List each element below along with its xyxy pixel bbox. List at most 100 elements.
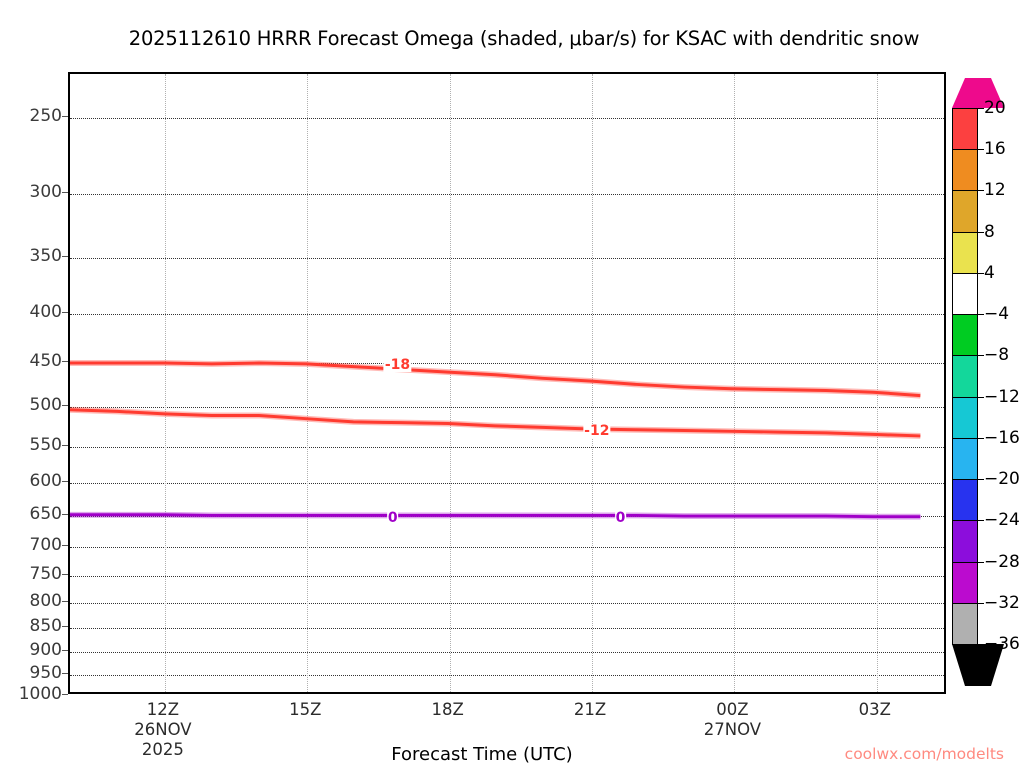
- x-axis-tick-group: 00Z 27NOV: [704, 700, 761, 740]
- colorbar-tick-label: −28: [984, 551, 1020, 572]
- gridline-vertical: [164, 74, 166, 692]
- colorbar-tick-label: −8: [984, 345, 1010, 366]
- colorbar-tick: [978, 108, 984, 109]
- y-axis-tick-label: 700: [29, 535, 62, 556]
- colorbar-bottom-arrow: [952, 644, 1004, 686]
- colorbar-tick: [978, 644, 984, 645]
- y-axis-tick: [62, 672, 68, 674]
- x-axis-tick-group: 15Z: [289, 700, 321, 720]
- y-axis-tick: [62, 256, 68, 258]
- colorbar-tick-label: −36: [984, 634, 1020, 654]
- y-axis-tick-label: 500: [29, 394, 62, 415]
- colorbar-tick-label: 16: [984, 139, 1006, 160]
- colorbar-cell: [952, 190, 978, 234]
- gridline-horizontal: [70, 313, 944, 315]
- colorbar-tick-label: −24: [984, 510, 1020, 531]
- gridline-horizontal: [70, 652, 944, 654]
- contour-label: -18: [383, 356, 412, 373]
- colorbar-tick: [978, 602, 984, 604]
- contour-line: [70, 361, 921, 398]
- x-axis-year-label: 2025: [141, 740, 184, 759]
- gridline-vertical: [449, 74, 451, 692]
- colorbar-tick-label: −32: [984, 592, 1020, 613]
- colorbar-tick: [978, 314, 984, 316]
- colorbar-tick-label: −16: [984, 427, 1020, 448]
- y-axis-tick: [62, 545, 68, 547]
- contour-label: 0: [386, 509, 399, 526]
- colorbar-cell: [952, 561, 978, 605]
- y-axis-tick: [62, 311, 68, 313]
- chart-title-line1: 2025112610 HRRR Forecast Omega (shaded, …: [128, 27, 920, 50]
- colorbar-cell: [952, 396, 978, 440]
- y-axis-tick-label: 900: [29, 640, 62, 661]
- x-axis-title: Forecast Time (UTC): [0, 744, 1024, 765]
- contour-layer: [70, 360, 921, 520]
- gridline-horizontal: [70, 193, 944, 195]
- y-axis-tick: [62, 444, 68, 446]
- y-axis-tick: [62, 626, 68, 628]
- plot-area: -18 -12 0 0: [68, 72, 946, 694]
- y-axis-tick: [62, 404, 68, 406]
- gridline-horizontal: [70, 482, 944, 484]
- colorbar: 20 16 12 8 4 −4 −8 −12 −16 −20 −24 −28 −32 −36: [952, 78, 1020, 686]
- gridline-horizontal: [70, 258, 944, 260]
- y-axis-tick: [62, 361, 68, 363]
- gridline-vertical: [876, 74, 878, 692]
- x-axis-tick-label: 03Z: [858, 700, 891, 719]
- gridline-vertical: [592, 74, 594, 692]
- colorbar-top-arrow: [952, 78, 1004, 108]
- x-axis-tick-label: 00Z: [716, 700, 749, 719]
- y-axis-tick: [62, 650, 68, 652]
- colorbar-tick: [978, 479, 984, 481]
- y-axis-tick-label: 300: [29, 181, 62, 202]
- colorbar-tick-label: −12: [984, 386, 1020, 407]
- colorbar-tick-label: 12: [984, 180, 1006, 201]
- gridline-horizontal: [70, 406, 944, 408]
- colorbar-tick: [978, 149, 984, 151]
- colorbar-cell: [952, 602, 978, 646]
- y-axis-tick: [62, 694, 68, 695]
- colorbar-cell: [952, 272, 978, 316]
- colorbar-cell: [952, 231, 978, 275]
- y-axis-tick: [62, 115, 68, 117]
- x-axis-date-label: 26NOV: [134, 720, 192, 739]
- colorbar-tick: [978, 437, 984, 439]
- x-axis-tick-group: 21Z: [574, 700, 606, 720]
- gridline-vertical: [734, 74, 736, 692]
- colorbar-cell: [952, 149, 978, 192]
- x-axis-title-label: Forecast Time (UTC): [391, 744, 573, 765]
- y-axis-tick-label: 450: [29, 351, 62, 372]
- y-axis: 250 300 350 400 450 500 550 600 650 700 750 800 850 9…: [0, 0, 68, 768]
- contour-label: 0: [614, 509, 627, 526]
- y-axis-tick-label: 950: [29, 662, 62, 683]
- colorbar-tick: [978, 272, 984, 274]
- x-axis-tick-group: 03Z: [859, 700, 891, 720]
- x-axis-tick-label: 12Z: [146, 700, 180, 719]
- y-axis-tick-label: 400: [29, 301, 62, 322]
- colorbar-tick: [978, 520, 984, 522]
- colorbar-cell: [952, 520, 978, 563]
- colorbar-cell: [952, 314, 978, 357]
- gridline-vertical: [307, 74, 309, 692]
- colorbar-cell: [952, 355, 978, 398]
- y-axis-tick-label: 750: [29, 564, 62, 585]
- x-axis-tick-label: 15Z: [289, 700, 322, 719]
- colorbar-cell: [952, 108, 978, 151]
- contour-line: [70, 408, 921, 438]
- colorbar-tick-label: 20: [984, 98, 1006, 118]
- watermark: coolwx.com/modelts: [844, 745, 1004, 763]
- colorbar-tick: [978, 231, 984, 233]
- y-axis-tick-label: 800: [29, 590, 62, 611]
- contour-label: -12: [583, 423, 611, 440]
- y-axis-tick-label: 350: [29, 246, 62, 267]
- gridline-horizontal: [70, 547, 944, 549]
- y-axis-tick-label: 550: [29, 434, 62, 455]
- y-axis-tick-label: 850: [29, 616, 62, 637]
- y-axis-tick: [62, 574, 68, 576]
- colorbar-tick: [978, 190, 984, 192]
- colorbar-tick-label: 4: [984, 262, 995, 283]
- x-axis-tick-label: 18Z: [431, 700, 464, 719]
- x-axis-tick-label: 21Z: [573, 700, 607, 719]
- gridline-horizontal: [70, 117, 944, 119]
